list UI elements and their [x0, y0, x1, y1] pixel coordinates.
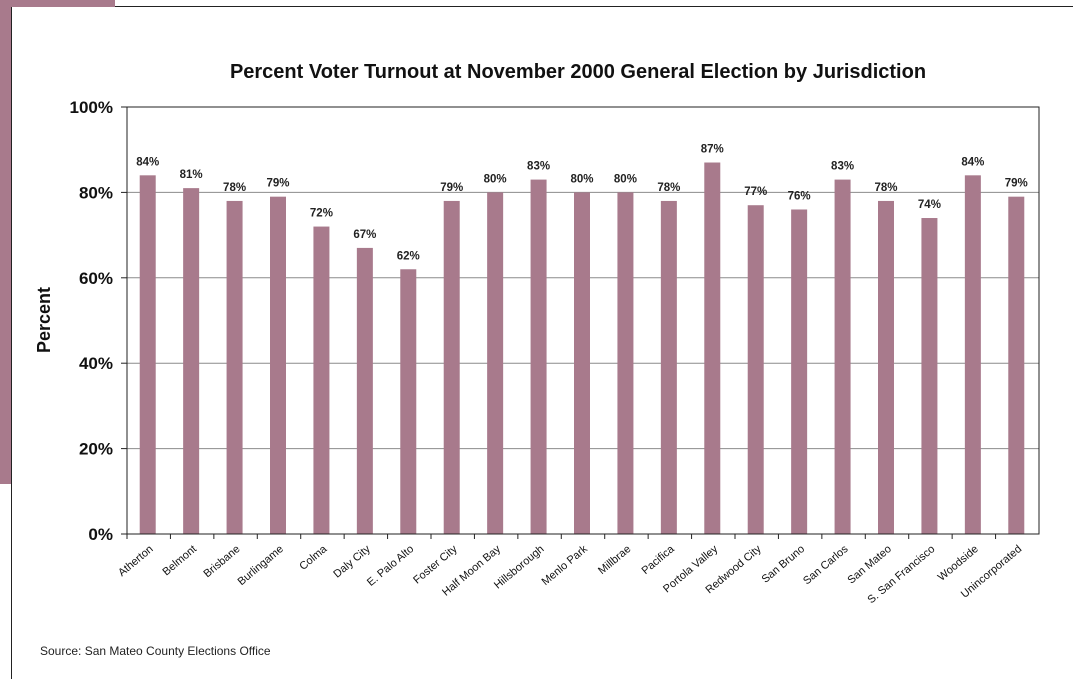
data-label: 76% [788, 190, 811, 202]
bar-foster-city [443, 200, 460, 534]
bar-san-carlos [834, 179, 851, 534]
x-tick-label: Burlingame [236, 543, 286, 588]
bar-san-mateo [878, 200, 894, 534]
bar-burlingame [270, 196, 286, 535]
bar-half-moon-bay [487, 192, 504, 534]
bar-s-san-francisco [921, 218, 938, 534]
data-label: 84% [136, 156, 159, 168]
plot-area-border [126, 106, 1040, 535]
x-tick-label: Colma [297, 543, 330, 573]
y-tick-label: 20% [79, 440, 113, 459]
x-tick-label: E. Palo Alto [365, 543, 416, 589]
data-label: 79% [266, 178, 289, 190]
data-label: 80% [570, 173, 593, 185]
bar-millbrae [617, 192, 634, 534]
bar-colma [313, 226, 330, 534]
y-axis-title: Percent [34, 287, 54, 353]
x-tick-label: Atherton [116, 543, 156, 579]
bar-belmont [183, 188, 200, 534]
y-tick-labels: 0% 20% 40% 60% 80% 100% [70, 98, 127, 544]
y-tick-label: 40% [79, 354, 113, 373]
bar-pacifica [660, 200, 677, 534]
y-tick-label: 0% [88, 525, 113, 544]
data-label: 78% [874, 182, 897, 194]
bar-menlo-park [574, 192, 590, 534]
data-label: 83% [527, 161, 550, 173]
bar-unincorporated [1008, 196, 1025, 535]
x-tick-label: San Carlos [801, 543, 851, 587]
bar-portola-valley [704, 162, 721, 534]
x-tick-label: Pacifica [640, 543, 678, 578]
data-label: 87% [701, 144, 724, 156]
data-label: 83% [831, 161, 854, 173]
bar-woodside [964, 175, 981, 534]
side-accent-band [0, 0, 11, 484]
x-tick-label: Millbrae [596, 543, 633, 577]
bar-daly-city [356, 247, 373, 534]
data-labels: 84% 81% 78% 79% 72% 67% 62% 79% 80% 83% 80% 80% 78% 8… [136, 144, 1028, 263]
bar-redwood-city [747, 205, 764, 534]
x-tick-label: Belmont [160, 543, 199, 578]
data-label: 78% [223, 182, 246, 194]
bar-hillsborough [530, 179, 547, 534]
data-label: 81% [180, 169, 203, 181]
x-tick-label: San Bruno [760, 543, 808, 586]
bar-atherton [139, 175, 156, 534]
data-label: 77% [744, 186, 767, 198]
data-label: 84% [961, 156, 984, 168]
data-label: 67% [353, 229, 376, 241]
y-tick-label: 80% [79, 183, 113, 202]
x-tick-label: Daly City [331, 543, 373, 581]
data-label: 79% [1005, 178, 1028, 190]
y-tick-label: 60% [79, 269, 113, 288]
x-tick-label: Brisbane [202, 543, 243, 580]
bar-brisbane [226, 200, 243, 534]
data-label: 72% [310, 208, 333, 220]
bar-san-bruno [791, 209, 808, 535]
data-label: 62% [397, 250, 420, 262]
chart-title: Percent Voter Turnout at November 2000 G… [230, 61, 926, 83]
source-note: Source: San Mateo County Elections Offic… [40, 644, 271, 658]
y-tick-label: 100% [70, 98, 113, 117]
x-tick-label: Menlo Park [540, 543, 591, 588]
bars [139, 162, 1025, 535]
data-label: 80% [614, 173, 637, 185]
data-label: 78% [657, 182, 680, 194]
data-label: 80% [484, 173, 507, 185]
bar-e-palo-alto [400, 269, 417, 534]
data-label: 79% [440, 182, 463, 194]
frame-corner-accent [11, 0, 115, 7]
data-label: 74% [918, 199, 941, 211]
